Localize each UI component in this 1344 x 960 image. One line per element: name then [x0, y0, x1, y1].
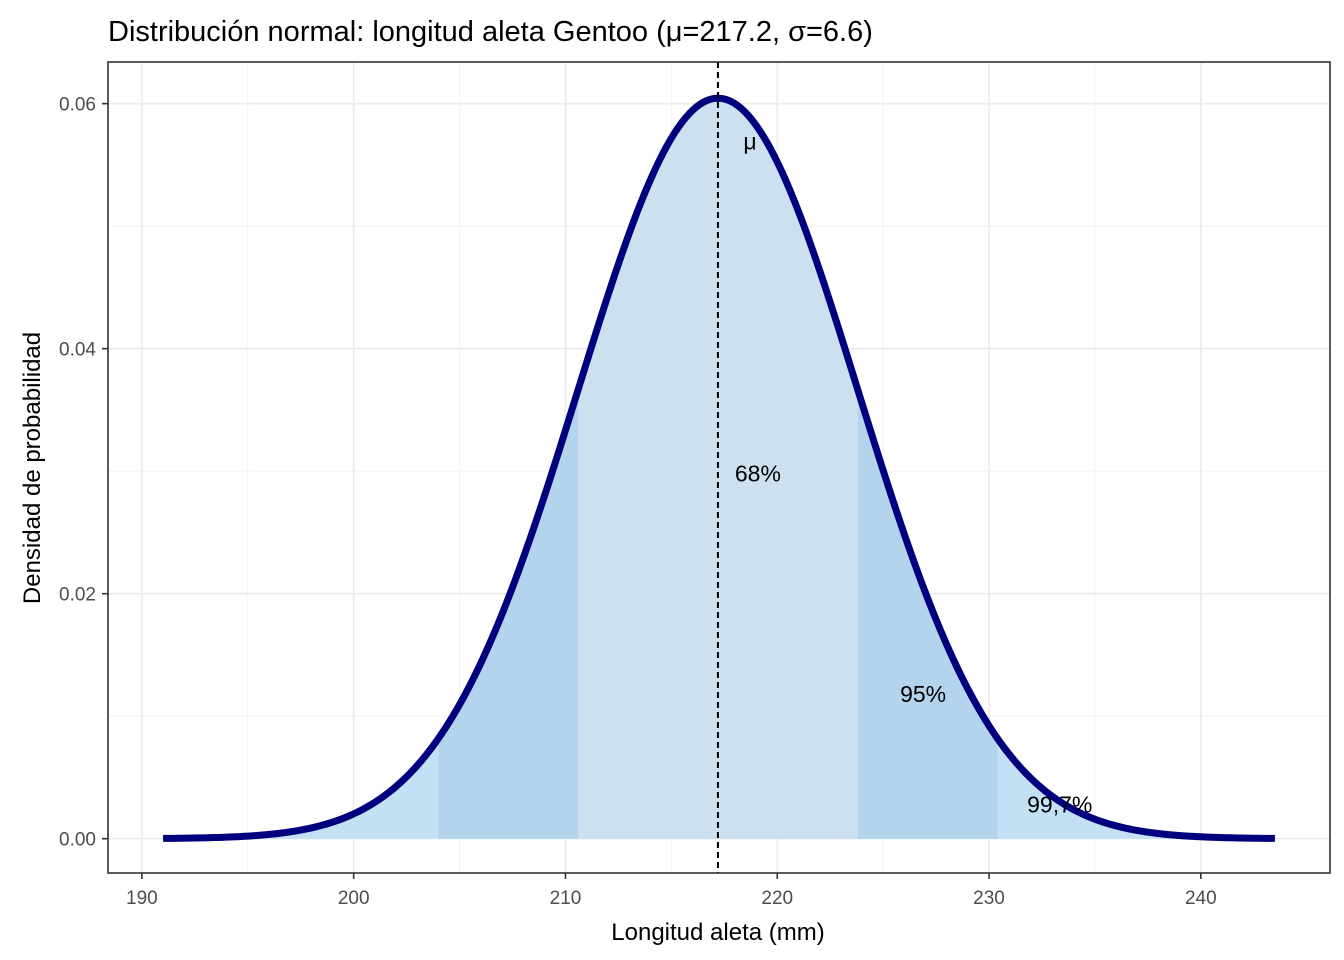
x-axis-title: Longitud aleta (mm): [611, 919, 824, 946]
density-curve-group: [163, 94, 1275, 842]
x-tick-label: 230: [973, 888, 1005, 909]
annotation-label: 95%: [900, 681, 946, 707]
y-tick-label: 0.02: [59, 585, 96, 606]
density-curve: [163, 94, 1275, 842]
x-tick-label: 210: [550, 888, 582, 909]
y-tick-label: 0.06: [59, 95, 96, 116]
annotations: μ 68% 95% 99,7%: [735, 129, 1092, 818]
x-tick-label: 200: [338, 888, 370, 909]
x-tick-label: 240: [1185, 888, 1217, 909]
annotation-label: 68%: [735, 461, 781, 487]
chart-title: Distribución normal: longitud aleta Gent…: [108, 16, 873, 48]
annotation-label: 99,7%: [1027, 791, 1092, 817]
y-tick-label: 0.04: [59, 340, 96, 361]
panel-frame: [107, 61, 1331, 874]
x-axis: 190 200 210 220 230 240: [126, 873, 1217, 909]
y-axis-title: Densidad de probabilidad: [19, 332, 46, 604]
panel-border: [107, 61, 1331, 874]
y-axis: 0.00 0.02 0.04 0.06: [59, 95, 108, 851]
sigma-band-3: [578, 98, 858, 839]
x-tick-label: 190: [126, 888, 158, 909]
y-tick-label: 0.00: [59, 830, 96, 851]
x-tick-label: 220: [761, 888, 793, 909]
annotation-label: μ: [743, 129, 756, 155]
sigma-bands: [163, 98, 1275, 839]
